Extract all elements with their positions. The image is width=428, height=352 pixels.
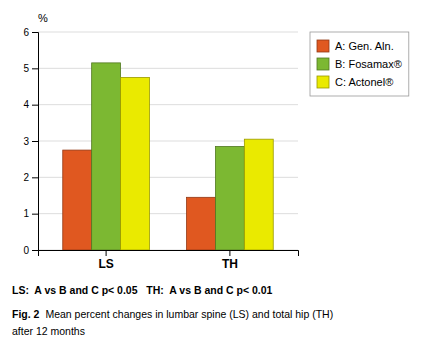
bar: [187, 197, 216, 250]
x-tick-mark: [106, 250, 107, 256]
grid-line: [38, 104, 298, 105]
bars: [63, 63, 273, 250]
grid-line: [38, 32, 298, 33]
y-label: %: [38, 12, 48, 24]
bar-series: [121, 77, 274, 250]
legend-label: B: Fosamax®: [335, 58, 402, 70]
y-tick: 0: [23, 245, 38, 256]
chart: 0 1 2 3 4 5 6 LS TH% A: Gen. Aln. B: Fosamax® C: Ac…: [0, 0, 428, 352]
y-axis-line: [32, 33, 39, 251]
legend-frame: [310, 32, 409, 96]
y-tick-mark: [32, 68, 38, 69]
caption-text: Mean percent changes in lumbar spine (LS…: [45, 308, 333, 320]
y-axis: 0 1 2 3 4 5 6: [23, 27, 38, 256]
x-tick: LS: [98, 250, 113, 271]
x-axis-line: [39, 251, 299, 257]
x-axis: LS TH: [39, 250, 299, 271]
legend-item: B: Fosamax®: [317, 58, 402, 70]
y-tick: 6: [23, 27, 38, 38]
x-tick-label: TH: [222, 257, 238, 271]
y-tick-label: 1: [23, 208, 29, 219]
legend-label: C: Actonel®: [335, 76, 393, 88]
x-tick: TH: [222, 250, 238, 271]
grid-line: [38, 68, 298, 69]
y-tick-mark: [32, 250, 38, 251]
y-tick-mark: [32, 141, 38, 142]
bar: [92, 63, 121, 250]
legend-swatch: [317, 40, 329, 52]
note: LS: A vs B and C p< 0.05 TH: A vs B and …: [12, 284, 273, 296]
y-tick-label: 5: [23, 63, 29, 74]
y-tick-mark: [32, 105, 38, 106]
legend-item: A: Gen. Aln.: [317, 40, 394, 52]
y-tick: 3: [23, 136, 38, 147]
bar-series: [92, 63, 245, 250]
x-tick-label: LS: [98, 257, 113, 271]
grid: [38, 32, 298, 250]
caption-label: Fig. 2: [12, 308, 40, 320]
caption: Fig. 2 Mean percent changes in lumbar spi…: [12, 308, 333, 320]
y-tick-mark: [32, 177, 38, 178]
legend-item: C: Actonel®: [317, 76, 393, 88]
y-tick-label: 2: [23, 172, 29, 183]
plot: 0 1 2 3 4 5 6 LS TH: [23, 27, 298, 271]
y-tick-label: 4: [23, 99, 29, 110]
y-tick: 2: [23, 172, 38, 183]
y-tick: 5: [23, 63, 38, 74]
legend-swatch: [317, 76, 329, 88]
bar: [121, 77, 150, 250]
y-tick-label: 6: [23, 27, 29, 38]
caption-line: after 12 months: [12, 325, 85, 337]
x-tick-mark: [229, 250, 230, 256]
bar: [63, 150, 92, 250]
y-tick-mark: [32, 32, 38, 33]
y-tick-label: 3: [23, 136, 29, 147]
legend: A: Gen. Aln. B: Fosamax® C: Actonel®: [310, 32, 409, 96]
bar: [215, 146, 244, 250]
y-tick: 1: [23, 208, 38, 219]
legend-swatch: [317, 58, 329, 70]
legend-label: A: Gen. Aln.: [335, 40, 394, 52]
y-tick: 4: [23, 99, 38, 110]
bar: [244, 139, 273, 250]
y-tick-mark: [32, 214, 38, 215]
y-tick-label: 0: [23, 245, 29, 256]
